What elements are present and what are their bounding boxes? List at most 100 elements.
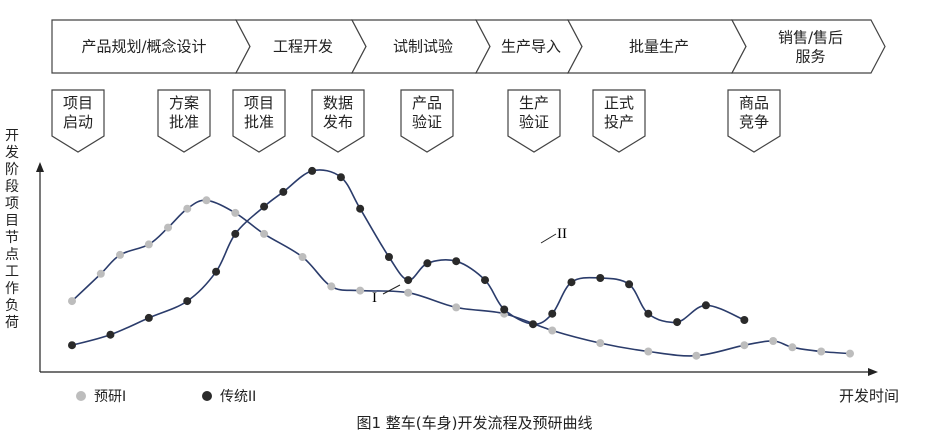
legend-label-one: 预研I (94, 389, 127, 405)
stage-label: 生产导入 (501, 38, 561, 56)
legend-marker-one (76, 391, 86, 401)
stage-chevron: 工程开发 (235, 19, 367, 74)
milestone-label: 项目 (63, 94, 93, 112)
legend-item-one: 预研I (76, 386, 126, 406)
series-two-point (279, 187, 288, 196)
y-axis-arrow (36, 162, 44, 172)
curve-two-label: II (557, 226, 567, 242)
stage-shape (731, 19, 886, 74)
legend-label-two: 传统II (220, 389, 257, 405)
stage-label: 产品规划/概念设计 (81, 38, 206, 56)
milestone-label: 批准 (169, 113, 199, 131)
series-one-point (769, 337, 778, 345)
milestone-label: 数据 (323, 94, 353, 112)
series-two-point (423, 259, 432, 268)
x-axis-arrow (868, 368, 878, 376)
stage-chevron: 试制试验 (351, 19, 491, 74)
y-axis-label-char: 阶 (5, 162, 19, 178)
series-two-point (308, 166, 317, 175)
x-axis-label: 开发时间 (838, 387, 899, 405)
series-one-point (327, 282, 336, 291)
y-axis-label-char: 段 (5, 179, 19, 195)
milestone-label: 竞争 (739, 113, 769, 131)
series-two-point (384, 253, 393, 261)
series-one-point (183, 204, 192, 213)
milestone-shape (400, 89, 454, 153)
series-one-point (202, 196, 211, 205)
legend-marker-two (202, 391, 212, 401)
series-one-point (452, 303, 461, 312)
series-two-point (625, 280, 634, 289)
series-one (68, 196, 854, 360)
series-one-point (692, 351, 701, 360)
stage-chevron: 生产导入 (475, 19, 583, 74)
milestone-label: 项目 (244, 94, 274, 112)
stage-label: 批量生产 (629, 38, 689, 56)
milestone-label: 验证 (412, 113, 442, 131)
series-two-point (481, 276, 490, 285)
figure-caption: 图1 整车(车身)开发流程及预研曲线 (356, 414, 593, 432)
series-one-point (96, 269, 105, 278)
series-two-point (144, 313, 153, 322)
milestone-label: 产品 (412, 94, 442, 112)
y-axis-label-char: 负 (5, 298, 19, 314)
milestone-label: 发布 (323, 113, 353, 131)
y-axis-label-char: 项 (5, 196, 19, 212)
milestone-label: 商品 (739, 94, 769, 112)
y-axis-label-char: 工 (5, 264, 19, 280)
series-two-point (548, 309, 557, 318)
series-two-point (212, 267, 221, 276)
series-one-point (164, 223, 173, 232)
series-two-line (71, 169, 745, 346)
y-axis-label-char: 发 (5, 145, 19, 161)
series-two-point (106, 330, 115, 339)
milestone-label: 投产 (604, 113, 634, 131)
series-two-point (596, 274, 605, 282)
series-one-point (356, 286, 365, 295)
series-one-point (740, 341, 749, 350)
stage-chevron: 批量生产 (567, 19, 747, 74)
milestone-shape (311, 89, 365, 153)
series-one-point (144, 240, 153, 249)
milestone-shape (51, 89, 105, 153)
milestone-shape (232, 89, 286, 153)
legend-item-two: 传统II (202, 386, 256, 406)
series-one-point (231, 208, 240, 217)
series-two-point (356, 204, 365, 213)
series-two-point (644, 309, 653, 318)
axes (36, 162, 878, 376)
milestone-shape (157, 89, 211, 153)
series-one-point (596, 339, 605, 348)
milestone-label: 正式 (604, 94, 634, 112)
series-two-point (500, 305, 509, 314)
curve-one-label: I (372, 290, 377, 306)
stage-label: 销售/售后 (778, 29, 843, 47)
series-two-point (336, 173, 345, 182)
series-two-point (231, 229, 240, 238)
series-two-point (260, 202, 269, 211)
y-axis-label-char: 开 (5, 128, 19, 144)
series-two-point (68, 341, 76, 350)
stage-label: 工程开发 (273, 38, 333, 56)
series-two-point (673, 318, 682, 327)
series-two-point (567, 278, 576, 287)
series-two-point (183, 297, 192, 306)
stage-label: 试制试验 (393, 38, 453, 56)
milestone-shape (727, 89, 781, 153)
series-one-point (788, 343, 797, 352)
series-one-point (548, 326, 557, 335)
milestone-shape (592, 89, 646, 153)
series-one-point (817, 347, 826, 356)
series-two-point (529, 320, 538, 329)
stage-label: 服务 (795, 48, 825, 66)
milestone-shape (507, 89, 561, 153)
series-one-point (116, 250, 125, 259)
